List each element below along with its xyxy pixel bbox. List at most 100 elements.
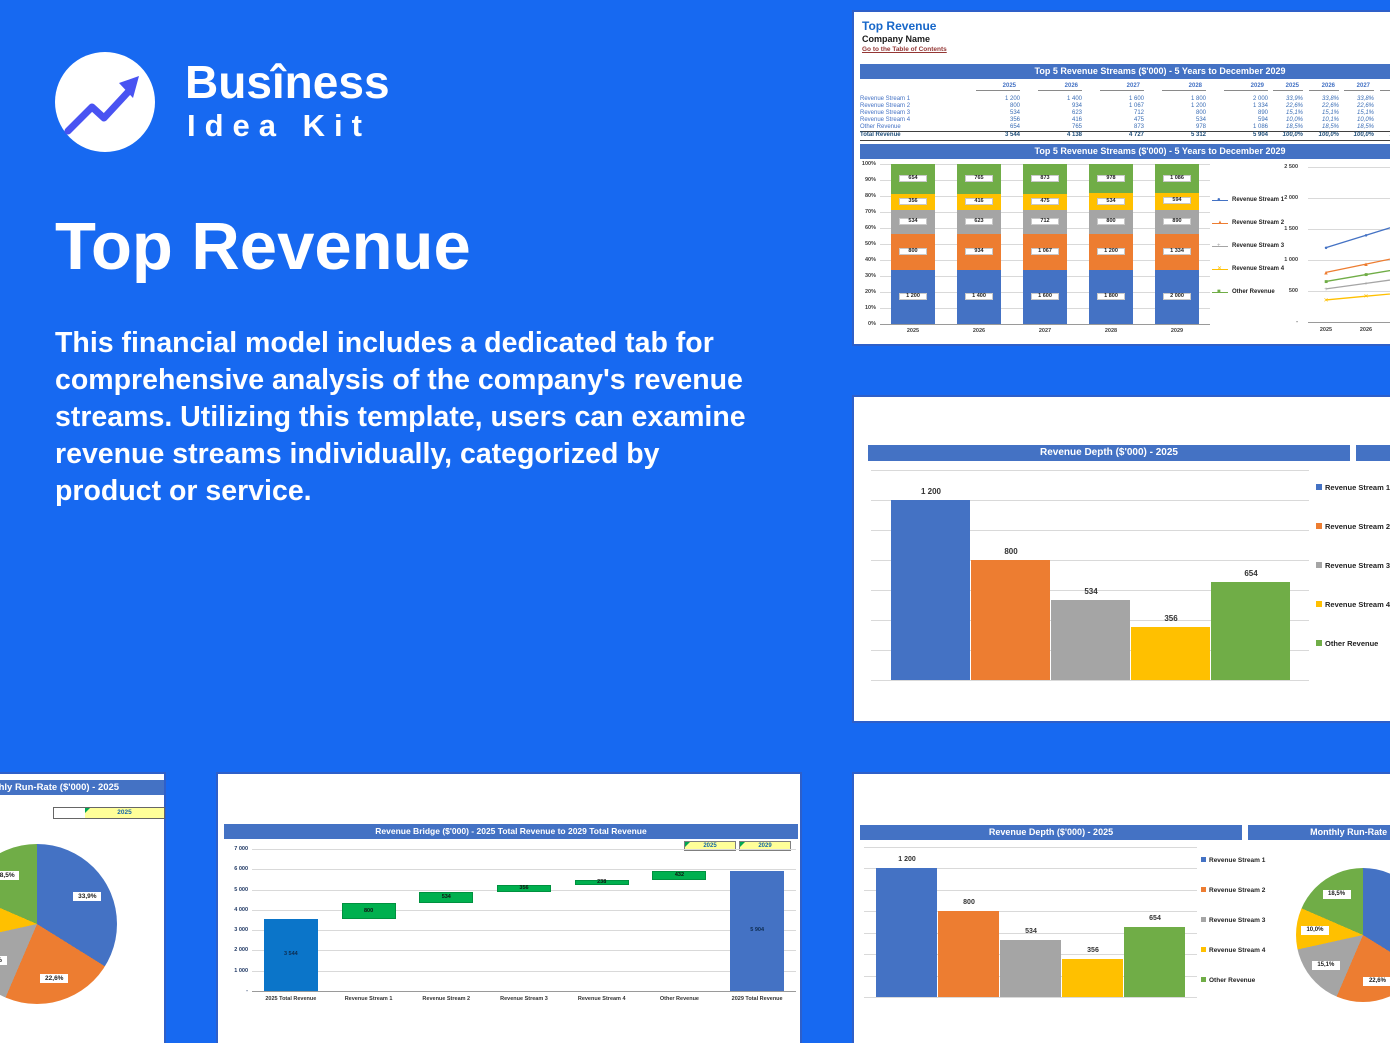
- data-label: 238: [597, 878, 607, 885]
- table-cell: 1 200: [1004, 96, 1020, 102]
- data-label: 1 086: [1163, 174, 1191, 182]
- table-cell: 416: [1071, 117, 1082, 123]
- data-label: 712: [1031, 217, 1059, 225]
- table-total-cell: 4 138: [1066, 132, 1082, 138]
- bar: [876, 868, 937, 997]
- data-label: 3 544: [283, 951, 298, 958]
- data-label: 654: [1149, 914, 1161, 922]
- bar: [891, 500, 970, 680]
- table-cell: 1 400: [1066, 96, 1082, 102]
- legend-item: Revenue Stream 2: [1316, 522, 1390, 531]
- legend-item: Revenue Stream 4: [1316, 600, 1390, 609]
- table-cell-percent: 18,5%: [1285, 124, 1303, 130]
- trend-arrow-icon: [64, 76, 139, 135]
- sheet-title: Top Revenue: [862, 19, 937, 33]
- bar: [1131, 626, 1210, 680]
- legend-swatch: [1316, 640, 1322, 646]
- table-total-cell-percent: 100,0%: [1282, 132, 1303, 138]
- table-cell: 594: [1257, 117, 1268, 123]
- data-label: 800: [963, 899, 975, 907]
- y-axis-tick-label: -: [246, 988, 248, 994]
- legend-marker-line: [1212, 223, 1228, 224]
- bridge-end-year-dropdown[interactable]: 2029: [739, 841, 791, 851]
- year-filter-dropdown[interactable]: 2025: [85, 808, 164, 818]
- table-cell: 1 600: [1128, 96, 1144, 102]
- table-cell-percent: 22,6%: [1321, 103, 1339, 109]
- data-label: 1 334: [1163, 247, 1191, 255]
- x-axis-label: 2026: [1359, 327, 1373, 333]
- data-label: 1 200: [898, 856, 916, 864]
- legend-label: Revenue Stream 4: [1209, 947, 1266, 954]
- waterfall-bar: [730, 871, 785, 991]
- grid-line: [252, 930, 796, 932]
- x-axis-label: Revenue Stream 3: [500, 996, 548, 1002]
- svg-text:✕: ✕: [1323, 298, 1328, 304]
- data-label: 356: [899, 197, 927, 205]
- legend-swatch: [1316, 484, 1322, 490]
- legend-item: Revenue Stream 1: [1201, 856, 1281, 865]
- bridge-start-year-dropdown[interactable]: 2025: [684, 841, 736, 851]
- table-total-cell: 5 312: [1190, 132, 1206, 138]
- data-label: 1 067: [1031, 247, 1059, 255]
- x-axis-label: 2025: [1319, 327, 1333, 333]
- x-axis-label: 2029: [1170, 328, 1184, 334]
- data-label: 800: [1004, 547, 1018, 556]
- waterfall-bar: [652, 871, 707, 880]
- grid-line: [864, 889, 1197, 891]
- toc-link[interactable]: Go to the Table of Contents: [862, 46, 947, 53]
- table-year-header: 2028: [1162, 82, 1206, 91]
- legend-item: + Revenue Stream 3: [1212, 242, 1304, 251]
- data-label: 475: [1031, 197, 1059, 205]
- svg-text:+: +: [1364, 281, 1368, 287]
- data-label: 416: [965, 197, 993, 205]
- grid-line: [1308, 291, 1390, 292]
- table-cell-percent: 10,0%: [1356, 117, 1374, 123]
- x-axis-label: 2028: [1104, 328, 1118, 334]
- brand-logo-icon: [55, 52, 155, 152]
- legend-label: Revenue Stream 4: [1232, 266, 1285, 272]
- data-label: 594: [1163, 197, 1191, 205]
- panel-depth-and-runrate: Revenue Depth ($'000) - 2025 Monthly Run…: [852, 772, 1390, 1043]
- svg-text:●: ●: [1364, 233, 1368, 239]
- legend-label: Revenue Stream 3: [1325, 561, 1390, 570]
- table-cell: 623: [1071, 110, 1082, 116]
- legend-swatch: [1316, 601, 1322, 607]
- table-cell: 873: [1133, 124, 1144, 130]
- table-total-cell-percent: 100,0%: [1380, 132, 1390, 139]
- data-label: 534: [899, 217, 927, 225]
- legend-marker: +: [1217, 243, 1221, 249]
- legend-label: Revenue Stream 1: [1209, 857, 1266, 864]
- table-cell: 475: [1133, 117, 1144, 123]
- legend-marker-line: [1212, 200, 1228, 201]
- pie-slice-label: 10,0%: [1300, 925, 1329, 935]
- pie-slice-label: 22,6%: [1363, 976, 1390, 986]
- data-label: 873: [1031, 174, 1059, 182]
- data-label: 623: [965, 217, 993, 225]
- table-cell-percent: 33,8%: [1356, 96, 1374, 102]
- y-axis-tick-label: 4 000: [234, 906, 248, 913]
- data-label: 534: [1025, 927, 1037, 935]
- legend-label: Other Revenue: [1232, 289, 1275, 295]
- legend-label: Revenue Stream 1: [1325, 483, 1390, 492]
- grid-line: [871, 500, 1309, 501]
- x-axis-label: Revenue Stream 1: [344, 996, 393, 1002]
- data-label: 356: [519, 884, 529, 891]
- data-label: 654: [899, 174, 927, 182]
- table-year-header: 2027: [1100, 82, 1144, 91]
- y-axis-tick-label: 2 000: [1284, 195, 1298, 201]
- legend-label: Revenue Stream 4: [1325, 600, 1390, 609]
- data-label: 765: [965, 174, 993, 182]
- x-axis-label: 2027: [1038, 328, 1052, 334]
- legend-label: Other Revenue: [1325, 639, 1379, 648]
- waterfall-bar: [497, 884, 551, 893]
- table-cell-percent: 10,1%: [1321, 117, 1339, 123]
- svg-text:✕: ✕: [1363, 294, 1368, 300]
- grid-line: [864, 997, 1197, 998]
- table-row-label: Revenue Stream 4: [860, 117, 911, 123]
- y-axis-tick-label: 90%: [864, 177, 876, 183]
- pie-slice-label: 18,5%: [0, 871, 20, 881]
- table-cell-percent: 22,6%: [1356, 103, 1374, 109]
- svg-text:●: ●: [1324, 246, 1328, 252]
- table-cell-percent: 15,1%: [1285, 110, 1303, 116]
- grid-line: [871, 530, 1309, 531]
